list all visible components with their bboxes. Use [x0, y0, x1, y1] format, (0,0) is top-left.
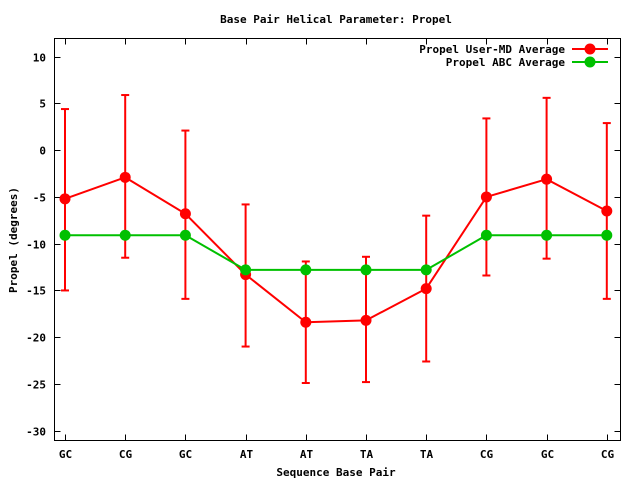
- y-tick-label: -10: [26, 239, 46, 252]
- legend-label: Propel ABC Average: [446, 56, 566, 69]
- series-0: [59, 94, 613, 385]
- x-tick-label: GC: [541, 448, 554, 461]
- data-point: [601, 229, 613, 241]
- series-1: [59, 229, 613, 276]
- data-point: [480, 191, 492, 203]
- x-tick-label: CG: [601, 448, 615, 461]
- data-point: [420, 283, 432, 295]
- x-tick-label: TA: [360, 448, 374, 461]
- x-tick-label: CG: [119, 448, 133, 461]
- y-tick-label: -25: [26, 379, 46, 392]
- data-point: [59, 229, 71, 241]
- legend-marker: [584, 43, 596, 55]
- chart-title: Base Pair Helical Parameter: Propel: [220, 13, 452, 26]
- x-axis-label: Sequence Base Pair: [276, 466, 396, 479]
- y-tick-label: -5: [33, 192, 46, 205]
- data-point: [119, 229, 131, 241]
- y-tick-label: -30: [26, 426, 46, 439]
- data-point: [480, 229, 492, 241]
- series-line: [64, 176, 608, 324]
- legend-entry: Propel ABC Average: [446, 56, 608, 69]
- data-point: [119, 171, 131, 183]
- y-tick-label: 0: [39, 145, 46, 158]
- data-point: [541, 229, 553, 241]
- x-tick-label: TA: [420, 448, 434, 461]
- data-point: [300, 316, 312, 328]
- x-tick-label: GC: [179, 448, 192, 461]
- data-point: [541, 173, 553, 185]
- x-tick-label: AT: [240, 448, 254, 461]
- data-point: [59, 193, 71, 205]
- y-axis-label: Propel (degrees): [7, 187, 20, 293]
- x-tick-label: GC: [59, 448, 72, 461]
- data-point: [420, 264, 432, 276]
- y-tick-label: -20: [26, 332, 46, 345]
- series-line: [65, 234, 607, 271]
- data-point: [300, 264, 312, 276]
- data-point: [360, 314, 372, 326]
- x-tick-label: AT: [300, 448, 314, 461]
- legend-entry: Propel User-MD Average: [419, 43, 608, 56]
- legend-marker: [584, 56, 596, 68]
- x-tick-label: CG: [480, 448, 494, 461]
- legend-label: Propel User-MD Average: [419, 43, 565, 56]
- data-point: [240, 264, 252, 276]
- data-point: [179, 229, 191, 241]
- data-point: [601, 205, 613, 217]
- y-tick-label: -15: [26, 285, 46, 298]
- data-point: [360, 264, 372, 276]
- y-tick-label: 10: [33, 52, 46, 65]
- data-point: [179, 208, 191, 220]
- y-tick-label: 5: [39, 98, 46, 111]
- plot-frame: [54, 38, 621, 441]
